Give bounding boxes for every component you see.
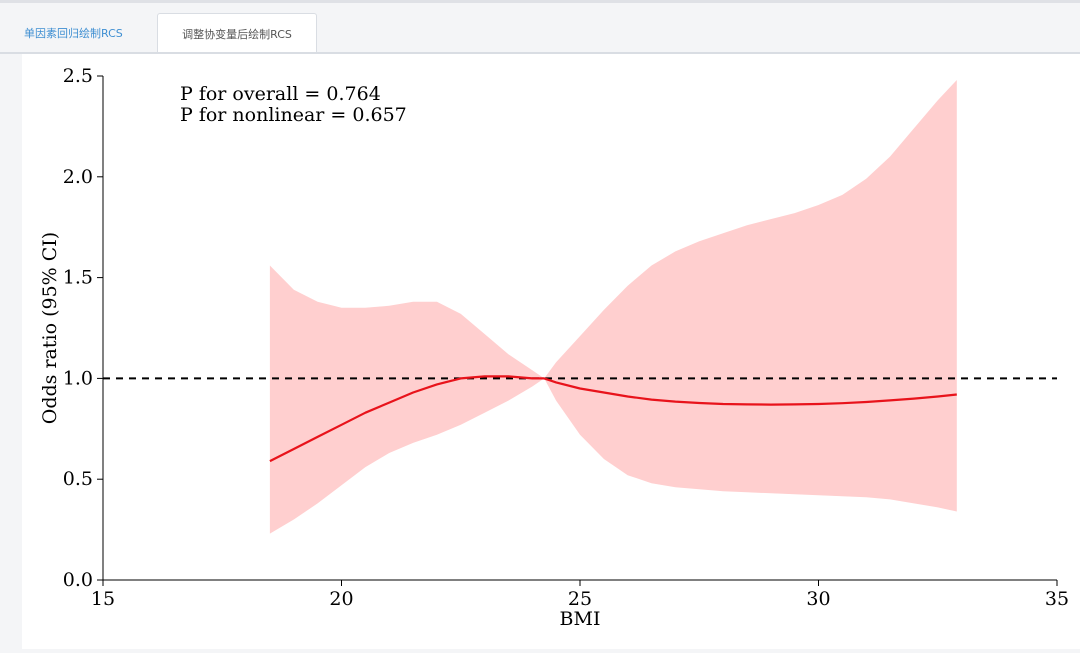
annotation-p-nonlinear: P for nonlinear = 0.657 [180,104,407,126]
y-tick-label: 1.5 [63,267,93,289]
x-tick-label: 25 [568,588,592,610]
x-tick-label: 15 [91,588,115,610]
x-tick-label: 20 [329,588,353,610]
odds-ratio-line [269,375,957,463]
confidence-band [269,80,957,534]
x-tick-label: 35 [1045,588,1069,610]
y-tick-label: 0.5 [63,468,93,490]
y-tick-label: 1.0 [63,367,93,389]
x-axis-label: BMI [560,608,601,630]
y-tick-label: 0.0 [63,569,93,591]
annotation-p-overall: P for overall = 0.764 [180,83,381,105]
y-axis-label: Odds ratio (95% CI) [39,232,61,424]
chart-panel: 15 20 25 30 35 0.0 0.5 1.0 1.5 2.0 2.5 P for overa… [22,54,1080,649]
tab-strip: 单因素回归绘制RCS 调整协变量后绘制RCS [0,3,1080,57]
tab-adjusted-rcs[interactable]: 调整协变量后绘制RCS [157,13,317,57]
x-tick-label: 30 [806,588,830,610]
rcs-chart: 15 20 25 30 35 0.0 0.5 1.0 1.5 2.0 2.5 P for overa… [39,65,1069,630]
tab-univariate-rcs[interactable]: 单因素回归绘制RCS [24,27,123,40]
y-tick-label: 2.5 [63,65,93,87]
window-top-border [0,0,1080,3]
y-tick-label: 2.0 [63,166,93,188]
tab-strip-divider [0,52,1080,54]
